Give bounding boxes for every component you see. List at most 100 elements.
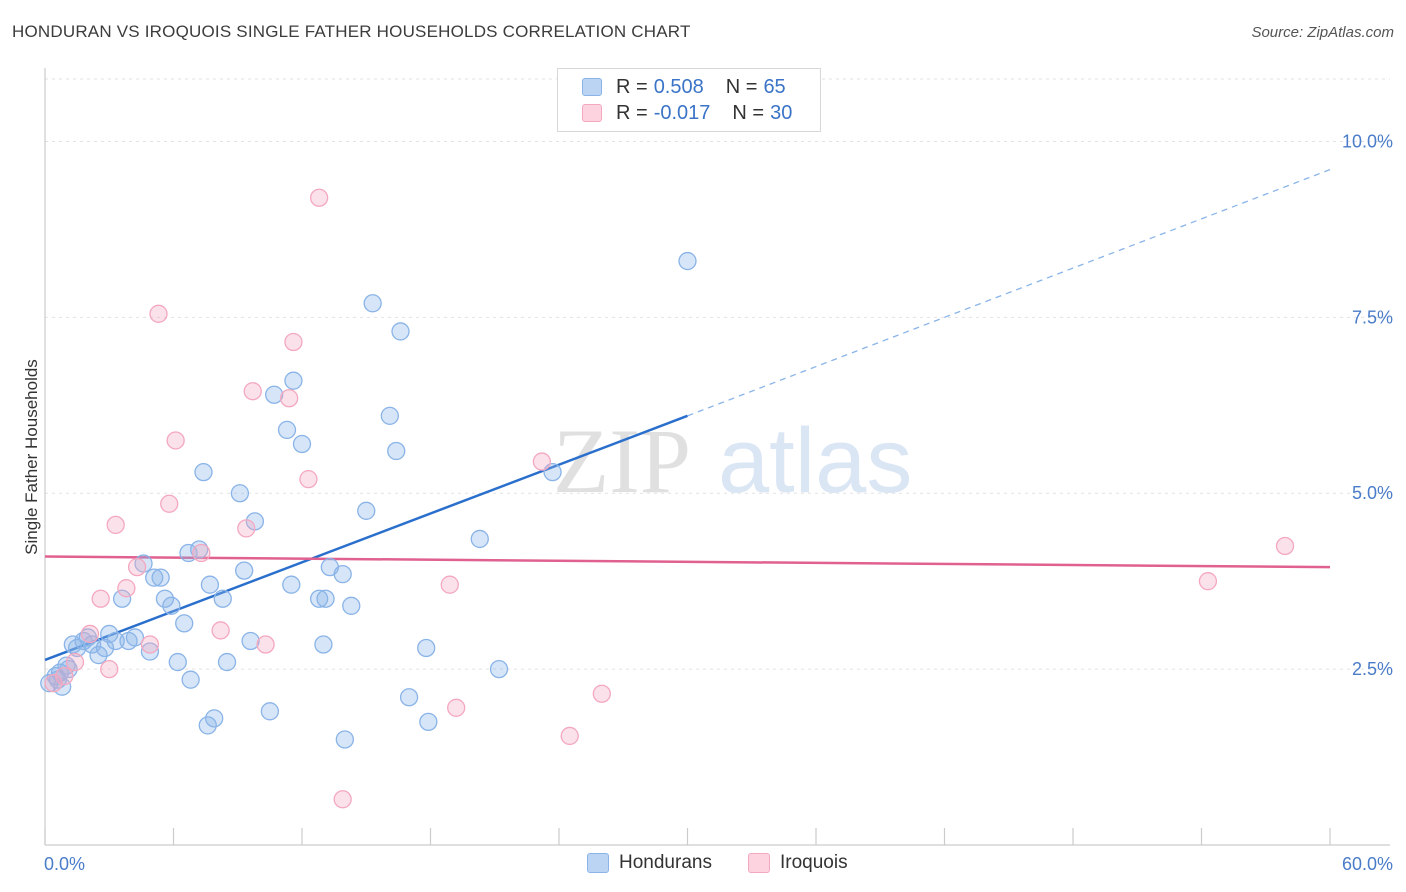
data-point-hondurans xyxy=(125,628,145,647)
data-point-hondurans xyxy=(265,385,284,404)
bottom-legend-iroquois[interactable]: Iroquois xyxy=(748,852,848,874)
data-point-hondurans xyxy=(179,543,198,563)
y-tick-label: 2.5% xyxy=(1352,659,1393,679)
legend-n-value-iroquois: 30 xyxy=(770,101,793,124)
x-tick-label-min: 0.0% xyxy=(44,854,85,874)
watermark-atlas: atlas xyxy=(718,410,912,512)
data-point-iroquois xyxy=(1198,572,1218,591)
data-point-iroquois xyxy=(91,589,110,608)
data-point-hondurans xyxy=(387,441,406,461)
legend-row-iroquois: R = -0.017 N = 30 xyxy=(582,101,792,125)
data-point-iroquois xyxy=(44,674,63,693)
data-point-iroquois xyxy=(149,304,168,323)
legend-swatch-iroquois xyxy=(582,104,602,122)
data-point-hondurans xyxy=(292,434,312,454)
data-point-iroquois xyxy=(299,470,318,489)
data-point-hondurans xyxy=(200,575,220,594)
trend-line-iroquois xyxy=(44,555,1331,569)
legend-r-label: R = xyxy=(616,101,648,124)
data-point-hondurans xyxy=(198,716,217,735)
legend-n-label: N = xyxy=(725,75,758,98)
data-point-iroquois xyxy=(65,652,85,672)
legend-r-value-iroquois: -0.017 xyxy=(653,101,711,124)
data-point-hondurans xyxy=(363,294,382,313)
data-point-iroquois xyxy=(284,332,303,352)
y-tick-label: 7.5% xyxy=(1352,307,1393,327)
series-iroquois xyxy=(44,188,1295,809)
data-point-hondurans xyxy=(100,624,119,644)
legend-box: R = 0.508 N = 65 R = -0.017 N = 30 xyxy=(557,68,821,132)
legend-r-label: R = xyxy=(616,75,648,98)
data-point-hondurans xyxy=(357,501,376,520)
data-point-hondurans xyxy=(316,589,335,608)
data-point-hondurans xyxy=(95,638,115,658)
data-point-iroquois xyxy=(211,621,230,640)
bottom-legend-hondurans[interactable]: Hondurans xyxy=(587,852,712,874)
legend-r-value-hondurans: 0.508 xyxy=(653,75,704,98)
data-point-hondurans xyxy=(194,462,213,482)
legend-n-label: N = xyxy=(732,101,765,124)
data-point-hondurans xyxy=(162,596,181,615)
watermark: ZIP atlas xyxy=(553,410,912,512)
data-point-iroquois xyxy=(447,698,466,717)
data-point-hondurans xyxy=(489,659,509,679)
data-point-iroquois xyxy=(592,684,611,703)
data-point-hondurans xyxy=(145,568,164,587)
data-point-hondurans xyxy=(419,712,438,732)
data-point-hondurans xyxy=(235,561,254,580)
bottom-legend-swatch-iroquois xyxy=(748,853,770,873)
data-point-hondurans xyxy=(260,702,280,721)
data-point-iroquois xyxy=(80,624,100,644)
data-point-hondurans xyxy=(151,568,170,587)
data-point-hondurans xyxy=(342,596,361,615)
data-point-iroquois xyxy=(256,635,275,654)
data-point-hondurans xyxy=(181,670,200,689)
data-point-hondurans xyxy=(417,638,436,658)
data-point-iroquois xyxy=(160,494,179,513)
data-point-hondurans xyxy=(106,631,125,651)
data-point-hondurans xyxy=(155,589,175,608)
data-point-iroquois xyxy=(243,382,262,401)
bottom-legend: Hondurans Iroquois xyxy=(0,852,1406,878)
bottom-legend-label-iroquois: Iroquois xyxy=(780,852,848,873)
data-point-iroquois xyxy=(237,519,256,538)
y-tick-label: 5.0% xyxy=(1352,483,1393,503)
data-point-iroquois xyxy=(192,543,211,563)
data-point-hondurans xyxy=(333,564,352,584)
y-axis-title: Single Father Households xyxy=(22,359,41,555)
legend-row-hondurans: R = 0.508 N = 65 xyxy=(582,75,786,99)
data-point-hondurans xyxy=(230,484,250,503)
data-point-iroquois xyxy=(279,389,299,408)
data-point-hondurans xyxy=(391,322,410,341)
y-tick-label: 10.0% xyxy=(1342,131,1393,151)
data-point-hondurans xyxy=(277,420,297,440)
data-point-iroquois xyxy=(117,579,136,598)
chart-source: Source: ZipAtlas.com xyxy=(1251,24,1394,41)
data-point-iroquois xyxy=(440,575,459,594)
legend-n-value-hondurans: 65 xyxy=(763,75,786,98)
data-point-hondurans xyxy=(217,652,237,672)
data-point-iroquois xyxy=(140,635,160,654)
data-point-hondurans xyxy=(112,589,132,608)
data-point-hondurans xyxy=(89,645,108,665)
trend-line-hondurans-extension xyxy=(687,168,1331,417)
data-point-iroquois xyxy=(1275,536,1295,556)
data-point-iroquois xyxy=(309,188,329,207)
data-point-hondurans xyxy=(282,575,301,594)
data-point-hondurans xyxy=(314,635,333,654)
x-tick-label-max: 60.0% xyxy=(1342,854,1393,874)
data-point-hondurans xyxy=(309,589,329,608)
bottom-legend-swatch-hondurans xyxy=(587,853,609,873)
data-point-hondurans xyxy=(380,406,399,425)
data-point-iroquois xyxy=(532,452,552,471)
data-point-hondurans xyxy=(213,589,232,608)
data-point-iroquois xyxy=(333,790,352,809)
bottom-legend-label-hondurans: Hondurans xyxy=(619,852,712,873)
data-point-iroquois xyxy=(106,515,125,535)
data-point-iroquois xyxy=(55,667,74,686)
data-point-hondurans xyxy=(399,688,419,707)
data-point-iroquois xyxy=(127,557,147,577)
data-point-hondurans xyxy=(241,631,260,651)
data-point-hondurans xyxy=(168,652,187,672)
